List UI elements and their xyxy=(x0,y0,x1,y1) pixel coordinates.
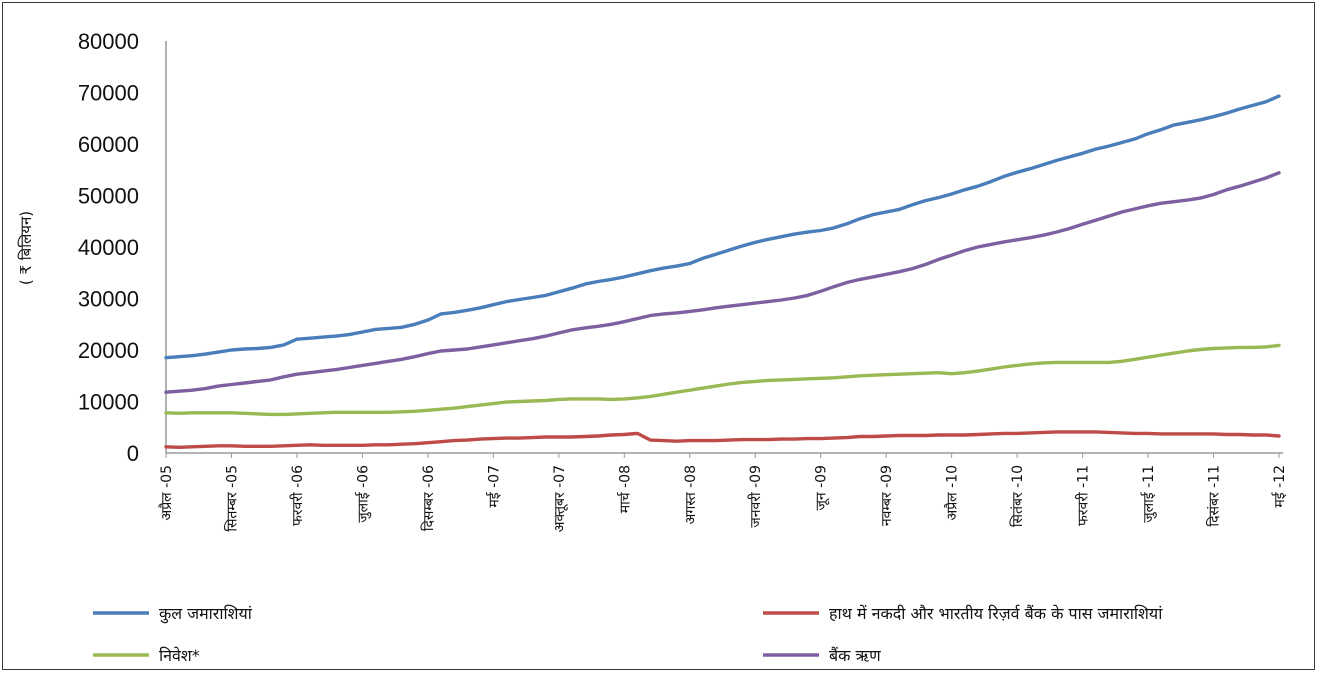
x-tick-label: अक्तूबर -07 xyxy=(552,465,568,532)
legend-label: निवेश* xyxy=(159,646,200,665)
x-tick-label: सितंबर -10 xyxy=(1009,465,1026,527)
legend-label: कुल जमाराशियां xyxy=(159,604,253,624)
x-tick-label: अगस्त -08 xyxy=(683,465,699,524)
x-tick-label: मार्च -08 xyxy=(616,465,633,513)
legend-label: हाथ में नकदी और भारतीय रिज़र्व बैंक के प… xyxy=(829,604,1163,623)
legend-item: बैंक ऋण xyxy=(763,646,881,665)
x-tick-label: अप्रैल -10 xyxy=(944,465,961,520)
x-tick-label: जुलाई -06 xyxy=(354,465,371,523)
x-tick-label: नवम्बर -09 xyxy=(879,465,895,526)
y-axis-ticks: 0 10000 20000 30000 40000 50000 60000 70000 8000… xyxy=(78,29,139,466)
y-tick-label: 50000 xyxy=(78,184,139,209)
y-tick-label: 60000 xyxy=(78,132,139,157)
legend-item: हाथ में नकदी और भारतीय रिज़र्व बैंक के प… xyxy=(763,604,1163,623)
x-tick-label: जनवरी -09 xyxy=(747,465,764,528)
y-tick-label: 20000 xyxy=(78,338,139,363)
y-tick-label: 70000 xyxy=(78,81,139,106)
x-tick-label: फरवरी -06 xyxy=(289,465,306,526)
x-tick-label: मई -07 xyxy=(485,465,502,508)
y-tick-label: 0 xyxy=(127,441,139,466)
legend-label: बैंक ऋण xyxy=(829,646,881,665)
x-tick-label: फरवरी -11 xyxy=(1075,465,1092,526)
y-tick-label: 30000 xyxy=(78,287,139,312)
y-tick-label: 10000 xyxy=(78,390,139,415)
series-line-2 xyxy=(164,343,1281,417)
x-tick-label: मई -12 xyxy=(1271,465,1288,508)
x-tick-label: दिसम्बर -06 xyxy=(420,465,437,531)
y-tick-label: 80000 xyxy=(78,29,139,54)
y-axis-label: ( ₹ बिलियन) xyxy=(17,211,35,285)
series-line-0 xyxy=(164,94,1281,360)
line-chart: 0 10000 20000 30000 40000 50000 60000 70000 8000… xyxy=(17,29,1288,665)
legend: कुल जमाराशियां हाथ में नकदी और भारतीय रिज… xyxy=(93,604,1163,665)
legend-item: कुल जमाराशियां xyxy=(93,604,253,624)
x-tick-label: अप्रैल -05 xyxy=(158,465,175,520)
x-tick-label: दिसंबर -11 xyxy=(1206,465,1223,527)
x-tick-label: सितम्बर -05 xyxy=(223,465,240,532)
series-lines xyxy=(164,94,1281,449)
y-tick-label: 40000 xyxy=(78,235,139,260)
x-tick-label: जुलाई -11 xyxy=(1140,465,1157,523)
series-line-3 xyxy=(164,171,1281,394)
legend-item: निवेश* xyxy=(93,646,200,665)
series-line-1 xyxy=(164,430,1281,449)
x-axis-ticks: अप्रैल -05 सितम्बर -05 फरवरी -06 जुलाई -06 द… xyxy=(158,453,1288,532)
x-tick-label: जून -09 xyxy=(814,465,830,510)
